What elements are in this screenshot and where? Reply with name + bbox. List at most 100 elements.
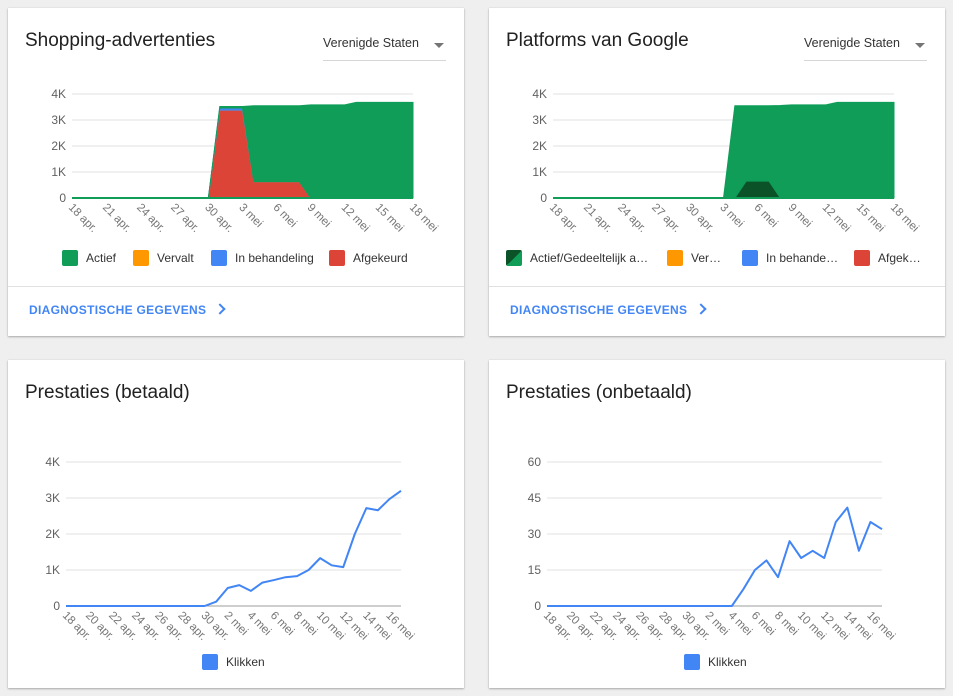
diagnostics-link[interactable]: DIAGNOSTISCHE GEGEVENS: [29, 303, 226, 317]
diagnostics-link-label: DIAGNOSTISCHE GEGEVENS: [510, 303, 688, 317]
card-title: Platforms van Google: [506, 30, 689, 51]
country-select-value: Verenigde Staten: [323, 36, 419, 50]
x-tick-label: 21 apr.: [100, 202, 133, 235]
y-tick-label: 3K: [51, 113, 66, 127]
y-tick-label: 0: [59, 191, 66, 205]
x-tick-label: 18 apr.: [547, 202, 580, 235]
x-tick-label: 9 mei: [786, 202, 814, 230]
chart-legend: Actief Vervalt In behandeling Afgekeurd: [8, 248, 464, 268]
x-tick-label: 4 mei: [245, 610, 273, 638]
legend-swatch: [329, 250, 345, 266]
x-tick-label: 8 mei: [291, 610, 319, 638]
y-tick-label: 4K: [532, 87, 547, 101]
y-tick-label: 1K: [532, 165, 547, 179]
y-tick-label: 15: [528, 563, 542, 577]
x-tick-label: 3 mei: [236, 202, 264, 230]
chart-legend: Actief/Gedeeltelijk actief Vervalt In beha…: [489, 248, 945, 268]
dropdown-arrow-icon: [434, 43, 444, 48]
x-tick-label: 15 mei: [373, 202, 406, 235]
x-tick-label: 18 apr.: [66, 202, 99, 235]
line-series-klikken: [66, 489, 402, 607]
y-tick-label: 0: [53, 599, 60, 613]
x-tick-label: 12 mei: [339, 202, 372, 235]
chart-legend: Klikken: [8, 652, 464, 672]
legend-label: In behandeling: [235, 251, 314, 265]
x-tick-label: 18 mei: [407, 202, 440, 235]
x-tick-label: 27 apr.: [649, 202, 682, 235]
x-tick-label: 21 apr.: [581, 202, 614, 235]
y-tick-label: 2K: [45, 527, 60, 541]
legend-swatch: [742, 250, 758, 266]
y-tick-label: 0: [534, 599, 541, 613]
x-tick-label: 27 apr.: [168, 202, 201, 235]
legend-label: Actief/Gedeeltelijk actief: [530, 251, 654, 265]
paid-performance-card: Prestaties (betaald) 0 1K 2K 3K 4K 18 apr. 20 …: [8, 360, 464, 688]
x-tick-label: 6 mei: [749, 610, 777, 638]
google-platforms-chart: 0 1K 2K 3K 4K 18 apr. 21 apr. 24 apr. 27 apr. 30 …: [532, 87, 921, 235]
y-tick-label: 2K: [532, 139, 547, 153]
y-tick-label: 0: [540, 191, 547, 205]
legend-swatch: [506, 250, 522, 266]
divider: [489, 286, 945, 287]
legend-label: Klikken: [226, 655, 265, 669]
card-title: Prestaties (onbetaald): [506, 382, 692, 403]
country-select-value: Verenigde Staten: [804, 36, 900, 50]
chart-legend: Klikken: [489, 652, 945, 672]
y-tick-label: 4K: [51, 87, 66, 101]
country-select[interactable]: Verenigde Staten: [804, 30, 927, 61]
line-series-klikken: [547, 506, 883, 607]
country-select[interactable]: Verenigde Staten: [323, 30, 446, 61]
chevron-right-icon: [214, 303, 226, 315]
x-tick-label: 4 mei: [726, 610, 754, 638]
x-tick-label: 24 apr.: [615, 202, 648, 235]
legend-swatch: [854, 250, 870, 266]
x-tick-label: 30 apr.: [202, 202, 235, 235]
area-series-actief: [553, 101, 895, 199]
x-tick-label: 30 apr.: [683, 202, 716, 235]
y-tick-label: 30: [528, 527, 542, 541]
x-tick-label: 12 mei: [820, 202, 853, 235]
y-tick-label: 3K: [532, 113, 547, 127]
legend-label: Afgekeurd: [878, 251, 924, 265]
unpaid-performance-card: Prestaties (onbetaald) 0 15 30 45 60 18 apr. 2…: [489, 360, 945, 688]
x-tick-label: 6 mei: [270, 202, 298, 230]
dropdown-arrow-icon: [915, 43, 925, 48]
y-tick-label: 1K: [45, 563, 60, 577]
y-tick-label: 4K: [45, 455, 60, 469]
legend-swatch: [202, 654, 218, 670]
card-title: Prestaties (betaald): [25, 382, 190, 403]
legend-swatch: [211, 250, 227, 266]
x-tick-label: 6 mei: [751, 202, 779, 230]
x-tick-label: 9 mei: [305, 202, 333, 230]
shopping-ads-chart: 0 1K 2K 3K 4K 18 apr. 21 apr. 24 apr. 27 apr. 30 …: [51, 87, 440, 235]
legend-label: In behandeling: [766, 251, 840, 265]
y-tick-label: 3K: [45, 491, 60, 505]
legend-label: Klikken: [708, 655, 747, 669]
legend-swatch: [133, 250, 149, 266]
legend-label: Afgekeurd: [353, 251, 408, 265]
x-tick-label: 15 mei: [854, 202, 887, 235]
x-tick-label: 8 mei: [772, 610, 800, 638]
divider: [8, 286, 464, 287]
x-tick-label: 24 apr.: [134, 202, 167, 235]
y-tick-label: 45: [528, 491, 542, 505]
x-tick-label: 3 mei: [717, 202, 745, 230]
legend-label: Actief: [86, 251, 117, 265]
chevron-right-icon: [695, 303, 707, 315]
shopping-ads-card: Shopping-advertenties Verenigde Staten 0…: [8, 8, 464, 336]
y-tick-label: 2K: [51, 139, 66, 153]
legend-label: Vervalt: [691, 251, 723, 265]
legend-swatch: [62, 250, 78, 266]
diagnostics-link[interactable]: DIAGNOSTISCHE GEGEVENS: [510, 303, 707, 317]
y-tick-label: 1K: [51, 165, 66, 179]
y-tick-label: 60: [528, 455, 542, 469]
legend-label: Vervalt: [157, 251, 194, 265]
legend-swatch: [667, 250, 683, 266]
x-tick-label: 18 mei: [888, 202, 921, 235]
card-title: Shopping-advertenties: [25, 30, 216, 51]
legend-swatch: [684, 654, 700, 670]
x-tick-label: 6 mei: [268, 610, 296, 638]
